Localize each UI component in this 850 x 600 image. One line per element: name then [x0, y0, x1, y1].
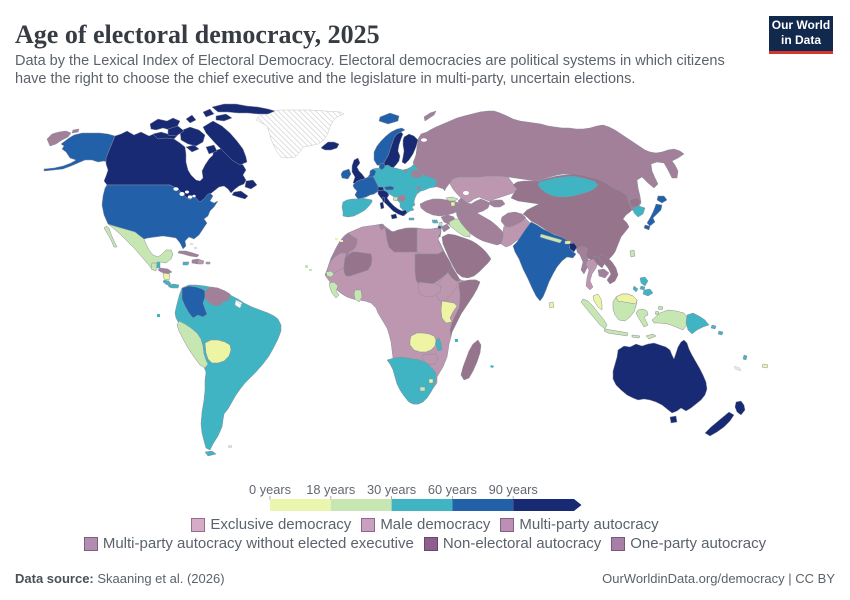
svg-text:30 years: 30 years	[367, 482, 416, 497]
svg-text:90 years: 90 years	[489, 482, 538, 497]
svg-text:0 years: 0 years	[249, 482, 291, 497]
svg-text:18 years: 18 years	[306, 482, 355, 497]
svg-text:60 years: 60 years	[428, 482, 477, 497]
